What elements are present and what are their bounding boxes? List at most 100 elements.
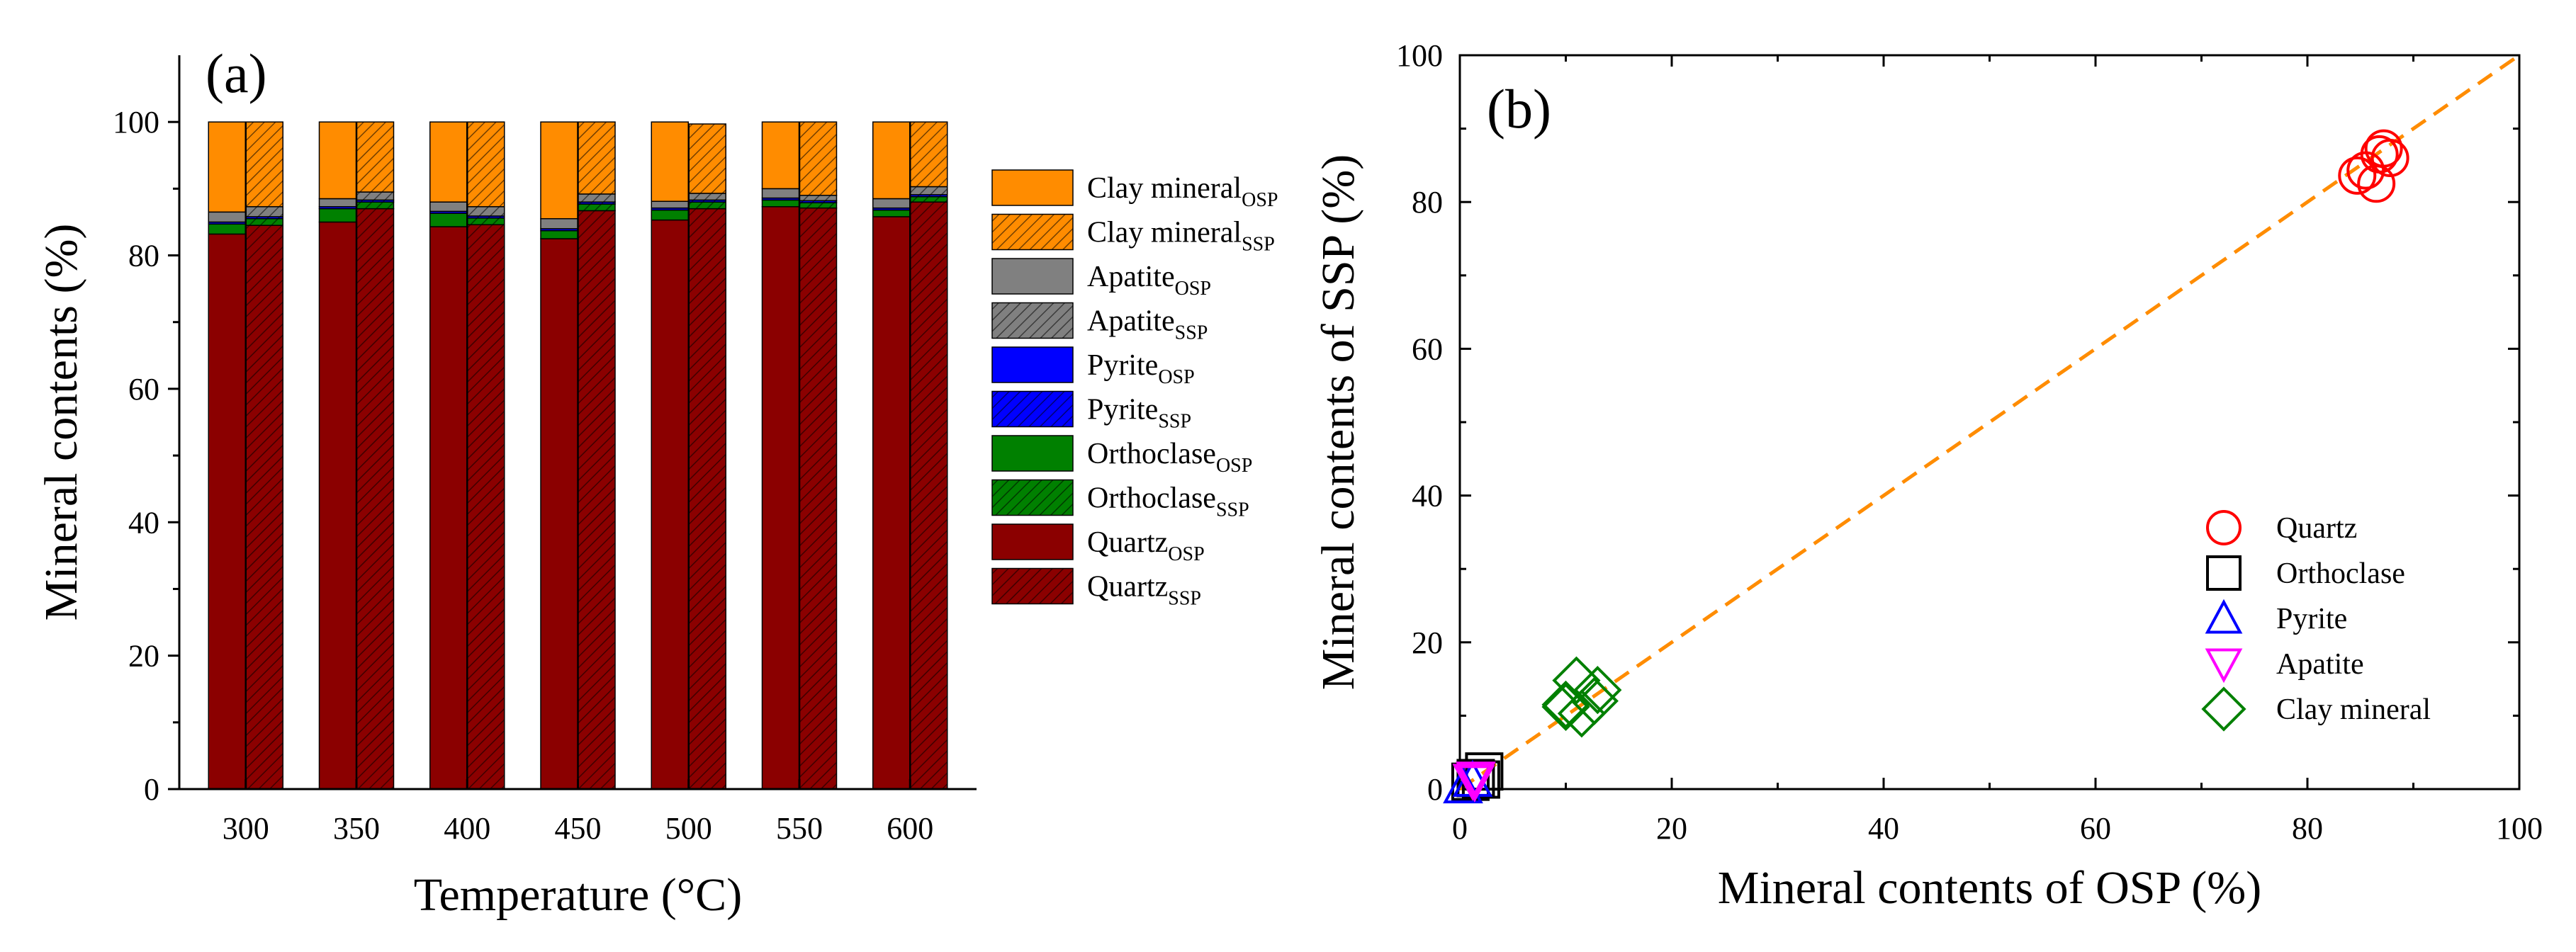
legend-label-sub: OSP bbox=[1175, 278, 1211, 300]
bar-hatch-apatite-600 bbox=[910, 186, 947, 195]
legend-label: Orthoclase bbox=[2276, 557, 2405, 590]
legend-marker bbox=[2206, 510, 2242, 545]
bar-hatch-orthoclase-300 bbox=[246, 218, 283, 226]
y-tick-label: 60 bbox=[128, 372, 159, 407]
legend-swatch-hatch bbox=[992, 302, 1073, 339]
bar-apatite-osp-600 bbox=[872, 198, 911, 209]
legend-label-sub: SSP bbox=[1158, 411, 1191, 433]
bar-hatch-clay-mineral-400 bbox=[467, 122, 505, 207]
legend-label: PyriteOSP bbox=[1087, 349, 1195, 388]
x-tick-label: 500 bbox=[665, 811, 712, 846]
bar-hatch-quartz-400 bbox=[467, 225, 505, 790]
y-tick-label: 0 bbox=[1427, 772, 1443, 807]
bar-hatch-pyrite-300 bbox=[246, 216, 283, 219]
y-tick-label: 60 bbox=[1412, 332, 1443, 366]
legend-label: ApatiteSSP bbox=[1087, 305, 1208, 344]
bar-hatch-quartz-350 bbox=[356, 208, 394, 790]
bar-orthoclase-osp-350 bbox=[318, 208, 357, 223]
point-quartz bbox=[2370, 139, 2409, 178]
bar-hatch-pyrite-600 bbox=[910, 194, 947, 197]
legend-label-sub: SSP bbox=[1216, 499, 1249, 521]
y-tick-label: 20 bbox=[128, 639, 159, 674]
legend-swatch-hatch bbox=[992, 480, 1073, 516]
legend-label-base: Clay mineral bbox=[1087, 217, 1242, 249]
panel-label-a: (a) bbox=[206, 42, 267, 104]
bar-hatch-apatite-450 bbox=[578, 193, 615, 203]
legend-label: PyriteSSP bbox=[1087, 394, 1191, 433]
bar-clay-mineral-osp-350 bbox=[318, 121, 357, 200]
bar-hatch-apatite-500 bbox=[689, 193, 726, 200]
bar-hatch-clay-mineral-300 bbox=[246, 122, 283, 207]
bar-hatch-quartz-600 bbox=[910, 202, 947, 789]
legend-label-base: Orthoclase bbox=[1087, 482, 1216, 515]
legend-label-sub: OSP bbox=[1242, 189, 1278, 211]
bar-hatch-clay-mineral-550 bbox=[799, 122, 837, 196]
bar-hatch-clay-mineral-500 bbox=[689, 124, 726, 193]
bar-hatch-orthoclase-350 bbox=[356, 202, 394, 209]
bar-quartz-osp-300 bbox=[208, 233, 246, 790]
legend-label-base: Quartz bbox=[1087, 526, 1168, 559]
x-tick-label: 300 bbox=[223, 811, 269, 846]
panel-label-b: (b) bbox=[1487, 78, 1551, 140]
x-tick-label: 550 bbox=[776, 811, 823, 846]
bar-quartz-osp-550 bbox=[761, 206, 800, 790]
bar-orthoclase-osp-500 bbox=[651, 209, 689, 221]
legend-label: Quartz bbox=[2276, 512, 2357, 545]
bar-clay-mineral-osp-300 bbox=[208, 121, 246, 213]
legend-swatch-hatch bbox=[992, 391, 1073, 427]
bar-hatch-orthoclase-600 bbox=[910, 196, 947, 203]
legend-label-sub: OSP bbox=[1216, 455, 1252, 477]
legend-label: OrthoclaseSSP bbox=[1087, 482, 1249, 521]
bar-hatch-quartz-450 bbox=[578, 210, 615, 790]
bar-hatch-clay-mineral-600 bbox=[910, 122, 947, 187]
legend-label-sub: OSP bbox=[1158, 366, 1194, 388]
bar-quartz-osp-600 bbox=[872, 216, 911, 790]
x-tick-label: 40 bbox=[1868, 811, 1899, 846]
bar-hatch-pyrite-550 bbox=[799, 200, 837, 203]
bar-hatch-quartz-500 bbox=[689, 208, 726, 790]
bar-quartz-osp-400 bbox=[429, 226, 468, 790]
bar-apatite-osp-500 bbox=[651, 200, 689, 209]
panel-a: 300 350 400 450 500 550 600 0 20 40 60 80 100 (a) Temp… bbox=[35, 42, 1278, 921]
x-tick-label: 400 bbox=[444, 811, 490, 846]
x-tick-label: 60 bbox=[2080, 811, 2111, 846]
bar-hatch-quartz-550 bbox=[799, 208, 837, 789]
bar-hatch-orthoclase-450 bbox=[578, 204, 615, 211]
legend-label-base: Apatite bbox=[1087, 305, 1175, 338]
bar-orthoclase-osp-300 bbox=[208, 223, 246, 235]
y-tick-label: 40 bbox=[1412, 479, 1443, 514]
bar-quartz-osp-450 bbox=[540, 238, 578, 790]
bar-apatite-osp-450 bbox=[540, 217, 578, 230]
y-tick-label: 0 bbox=[144, 772, 159, 807]
bar-apatite-osp-350 bbox=[318, 198, 357, 208]
legend-swatch bbox=[991, 258, 1074, 295]
legend-marker bbox=[2205, 599, 2243, 634]
bar-orthoclase-osp-550 bbox=[761, 199, 800, 208]
point-quartz bbox=[2338, 156, 2377, 195]
bar-hatch-apatite-400 bbox=[467, 206, 505, 216]
legend-label: Apatite bbox=[2276, 648, 2364, 681]
legend-label: Pyrite bbox=[2276, 603, 2347, 635]
legend-label-sub: SSP bbox=[1168, 588, 1201, 610]
bar-hatch-pyrite-350 bbox=[356, 200, 394, 203]
bar-orthoclase-osp-450 bbox=[540, 230, 578, 239]
point-apatite bbox=[1454, 765, 1495, 803]
legend-swatch bbox=[991, 169, 1074, 206]
x-tick-label: 600 bbox=[887, 811, 933, 846]
legend-label: OrthoclaseOSP bbox=[1087, 438, 1252, 477]
legend-label-base: Pyrite bbox=[1087, 349, 1158, 382]
point-quartz bbox=[2364, 129, 2403, 168]
x-tick-label: 450 bbox=[555, 811, 602, 846]
panel-b: 0 20 40 60 80 100 0 20 40 60 80 100 Quartz Orthoclase… bbox=[1312, 38, 2543, 914]
bar-clay-mineral-osp-500 bbox=[651, 121, 689, 203]
bar-hatch-pyrite-450 bbox=[578, 202, 615, 205]
legend-label: Clay mineralSSP bbox=[1087, 217, 1275, 256]
bar-orthoclase-osp-400 bbox=[429, 212, 468, 227]
bar-quartz-osp-350 bbox=[318, 221, 357, 790]
legend-label: ApatiteOSP bbox=[1087, 261, 1211, 300]
legend-label: Clay mineralOSP bbox=[1087, 172, 1278, 211]
x-tick-label: 80 bbox=[2292, 811, 2323, 846]
legend-swatch bbox=[991, 523, 1074, 560]
legend-marker bbox=[2205, 648, 2243, 684]
bar-hatch-apatite-300 bbox=[246, 206, 283, 217]
